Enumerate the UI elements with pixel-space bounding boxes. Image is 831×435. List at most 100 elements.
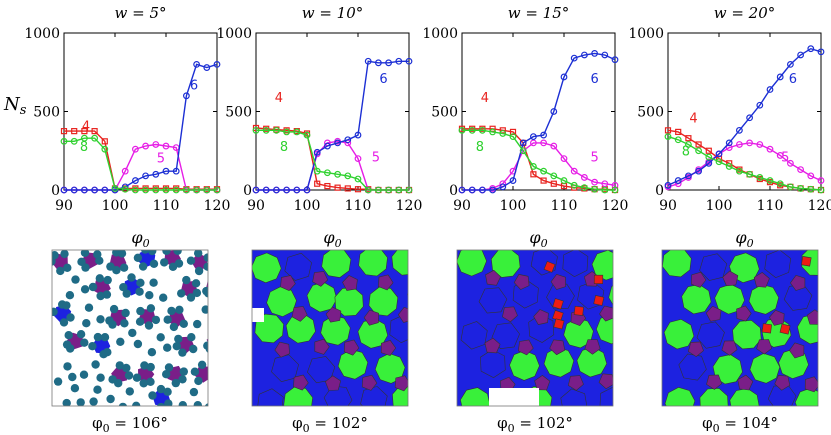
y-tick-label: 500 [637, 105, 664, 121]
data-point [725, 144, 733, 152]
data-point [203, 64, 211, 71]
series-label: 4 [82, 119, 90, 134]
series-label: 6 [190, 79, 198, 94]
particle [106, 262, 115, 271]
data-point [385, 59, 393, 67]
data-point [499, 183, 507, 191]
y-tick-label: 0 [243, 183, 252, 199]
series-8: 8 [458, 126, 619, 194]
particle [84, 303, 94, 312]
polygon-cell [485, 269, 501, 286]
data-point [675, 128, 682, 136]
data-point [60, 186, 68, 194]
plot-frame [461, 32, 616, 191]
particle [169, 322, 179, 332]
polygon-cell [563, 317, 594, 349]
data-point [162, 142, 170, 150]
polygon-cell [378, 274, 394, 291]
series-line [462, 142, 616, 191]
plot-frame [63, 32, 218, 191]
data-point [324, 182, 331, 190]
polygon-cell [567, 375, 584, 391]
particle [125, 387, 134, 396]
series-8: 8 [60, 134, 221, 194]
series-label: 8 [280, 140, 288, 155]
polygon-cell [622, 339, 637, 354]
particle [162, 250, 171, 255]
data-point [101, 138, 108, 145]
series-8: 8 [664, 133, 825, 194]
data-point [303, 186, 311, 194]
particle [164, 399, 173, 406]
series-6: 6 [252, 57, 413, 194]
polygon-cell [513, 274, 530, 290]
data-point [172, 186, 180, 194]
polygon-cell [714, 283, 745, 315]
data-point [560, 155, 568, 163]
y-tick-label: 0 [655, 183, 664, 199]
particle [115, 361, 125, 370]
chart-title: w = 20° [714, 4, 776, 22]
particle [76, 398, 85, 406]
data-point [705, 147, 712, 154]
particle [135, 287, 144, 296]
snapshot-content [662, 250, 818, 424]
polygon-cell [662, 250, 692, 278]
particle [194, 266, 204, 276]
x-tick-label: 90 [55, 198, 73, 214]
particle [164, 363, 174, 372]
polygon-cell [706, 374, 723, 390]
data-point [611, 186, 619, 194]
polygon-cell [457, 250, 487, 277]
y-tick-label: 1000 [422, 26, 458, 42]
polygon-cell [517, 339, 534, 356]
data-point [131, 186, 139, 194]
polygon-cell [801, 256, 812, 267]
particle [133, 339, 143, 349]
polygon-cell [721, 340, 738, 356]
particle [193, 319, 202, 329]
data-point [101, 145, 109, 153]
data-point [766, 86, 774, 93]
polygon-cell [576, 346, 608, 378]
polygon-cell [484, 337, 501, 354]
particle [186, 293, 196, 302]
polygon-cell [722, 270, 739, 287]
particle [209, 273, 217, 281]
particle [93, 332, 103, 342]
series-8: 8 [252, 126, 413, 194]
data-point [807, 45, 815, 53]
polygon-cell [687, 341, 704, 357]
series-label: 5 [372, 151, 380, 166]
series-6: 6 [60, 61, 221, 194]
data-point [664, 127, 672, 134]
particle [148, 250, 157, 256]
data-point [354, 186, 362, 193]
particle [122, 363, 131, 373]
particle [63, 263, 72, 272]
polygon-cell [686, 409, 701, 424]
particle [65, 291, 75, 300]
series-label: 8 [80, 140, 88, 155]
particle [105, 316, 114, 325]
particle [88, 342, 97, 351]
data-point [121, 185, 129, 193]
polygon-cell [634, 374, 649, 389]
data-point [80, 134, 88, 142]
data-point [70, 137, 78, 145]
polygon-cell [678, 353, 707, 381]
data-point [695, 147, 702, 155]
particle [217, 276, 225, 284]
data-point [756, 141, 764, 148]
particle [194, 250, 203, 258]
particle [163, 343, 172, 352]
data-point [591, 178, 598, 186]
data-point [142, 142, 150, 150]
data-point [570, 54, 578, 62]
particle [52, 251, 59, 260]
data-point [81, 128, 88, 135]
data-point [479, 186, 486, 194]
particle [179, 367, 188, 376]
data-point [193, 61, 201, 68]
particle [192, 288, 202, 298]
